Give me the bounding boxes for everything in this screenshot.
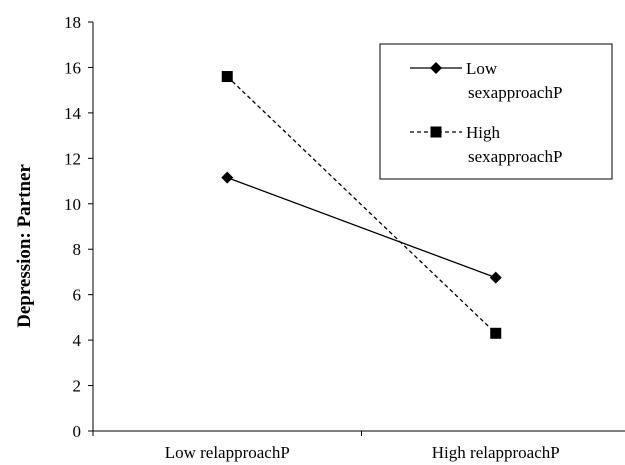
y-axis-ticks: 0 2 4 6 8 10 12 14 16 18 (64, 13, 93, 441)
series-low (221, 171, 502, 284)
legend-label: Low (466, 59, 498, 78)
data-point-square (490, 327, 502, 339)
legend-label: sexapproachP (468, 83, 562, 102)
data-point-square (221, 71, 233, 83)
data-point-diamond (221, 171, 234, 184)
legend-marker-diamond (430, 62, 442, 74)
y-axis-title: Depression: Partner (14, 164, 35, 328)
y-tick-label: 10 (64, 195, 81, 214)
series-high (221, 71, 502, 339)
legend-box (379, 43, 613, 180)
y-tick-label: 2 (73, 377, 82, 396)
y-tick-label: 16 (64, 58, 81, 77)
y-tick-label: 18 (64, 13, 81, 32)
x-tick-label: High relapproachP (432, 443, 560, 462)
y-tick-label: 0 (73, 422, 82, 441)
series-line (227, 177, 496, 279)
legend: Low sexapproachP High sexapproachP (379, 43, 613, 180)
legend-label: High (466, 123, 501, 142)
y-tick-label: 4 (73, 331, 82, 350)
y-tick-label: 6 (73, 286, 82, 305)
y-tick-label: 12 (64, 149, 81, 168)
x-axis-ticks: Low relapproachP High relapproachP (92, 431, 560, 462)
data-point-diamond (489, 271, 502, 284)
series-group (221, 71, 502, 339)
x-tick-label: Low relapproachP (165, 443, 290, 462)
y-tick-label: 8 (73, 240, 82, 259)
series-line (226, 76, 497, 334)
legend-label: sexapproachP (468, 147, 562, 166)
y-tick-label: 14 (64, 104, 82, 123)
legend-marker-square (430, 126, 442, 138)
